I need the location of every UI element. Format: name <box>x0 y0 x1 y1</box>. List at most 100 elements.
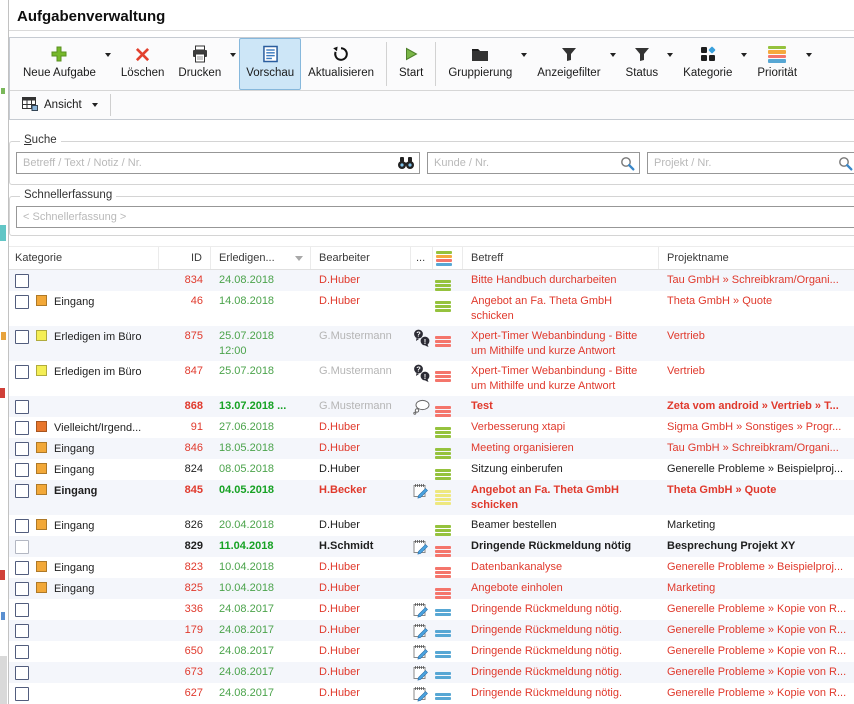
chevron-down-icon[interactable] <box>610 53 616 57</box>
table-header: Kategorie ID Erledigen... Bearbeiter ...… <box>9 246 854 270</box>
column-header-erledigen[interactable]: Erledigen... <box>211 247 311 269</box>
cell-projektname: Generelle Probleme » Kopie von R... <box>659 662 854 683</box>
table-row[interactable]: 83424.08.2018D.HuberBitte Handbuch durch… <box>9 270 854 291</box>
table-row[interactable]: Eingang82310.04.2018D.HuberDatenbankanal… <box>9 557 854 578</box>
binoculars-icon[interactable] <box>397 156 415 175</box>
cell-notiz <box>411 480 433 515</box>
status-button[interactable]: Status <box>619 38 666 90</box>
search-input-betreff[interactable] <box>16 152 420 174</box>
anzeigefilter-button[interactable]: Anzeigefilter <box>530 38 607 90</box>
row-checkbox[interactable] <box>15 666 29 680</box>
row-checkbox[interactable] <box>15 421 29 435</box>
column-header-kategorie[interactable]: Kategorie <box>9 247 159 269</box>
note-pencil-icon[interactable] <box>413 693 429 704</box>
row-checkbox[interactable] <box>15 561 29 575</box>
ansicht-button[interactable]: Ansicht <box>16 94 104 117</box>
cell-erledigen: 24.08.2017 <box>211 683 311 704</box>
vorschau-button[interactable]: Vorschau <box>239 38 301 90</box>
column-header-betreff[interactable]: Betreff <box>463 247 659 269</box>
cell-bearbeiter: D.Huber <box>311 599 411 620</box>
loeschen-button[interactable]: Löschen <box>114 38 171 90</box>
date-line: 24.08.2017 <box>219 686 305 701</box>
table-row[interactable]: 67324.08.2017D.HuberDringende Rückmeldun… <box>9 662 854 683</box>
magnifier-icon[interactable] <box>620 156 635 176</box>
table-row[interactable]: Eingang84504.05.2018H.BeckerAngebot an F… <box>9 480 854 515</box>
table-row[interactable]: Eingang82620.04.2018D.HuberBeamer bestel… <box>9 515 854 536</box>
kategorie-button[interactable]: Kategorie <box>676 38 739 90</box>
note-pencil-icon[interactable] <box>413 490 429 502</box>
table-row[interactable]: 65024.08.2017D.HuberDringende Rückmeldun… <box>9 641 854 662</box>
table-row[interactable]: Eingang4614.08.2018D.HuberAngebot an Fa.… <box>9 291 854 326</box>
neue-aufgabe-button[interactable]: Neue Aufgabe <box>16 38 103 90</box>
row-checkbox[interactable] <box>15 645 29 659</box>
note-pencil-icon[interactable] <box>413 651 429 662</box>
cell-erledigen: 13.07.2018 ... <box>211 396 311 417</box>
note-pencil-icon[interactable] <box>413 672 429 683</box>
priority-bar <box>435 609 451 612</box>
chevron-down-icon[interactable] <box>521 53 527 57</box>
chevron-down-icon[interactable] <box>92 103 98 107</box>
row-checkbox[interactable] <box>15 603 29 617</box>
note-pencil-icon[interactable] <box>413 630 429 641</box>
background-window-artifact <box>1 88 5 94</box>
chevron-down-icon[interactable] <box>105 53 111 57</box>
note-pencil-icon[interactable] <box>413 609 429 620</box>
search-input-kunde[interactable] <box>427 152 640 174</box>
prioritaet-button[interactable]: Priorität <box>750 38 804 90</box>
chevron-down-icon[interactable] <box>741 53 747 57</box>
priority-bar <box>435 630 451 633</box>
row-checkbox[interactable] <box>15 540 29 554</box>
table-row[interactable]: Vielleicht/Irgend...9127.06.2018D.HuberV… <box>9 417 854 438</box>
table-row[interactable]: Eingang84618.05.2018D.HuberMeeting organ… <box>9 438 854 459</box>
svg-text:?: ? <box>416 330 421 339</box>
row-checkbox[interactable] <box>15 687 29 701</box>
search-field-kunde <box>427 152 640 174</box>
gruppierung-button[interactable]: Gruppierung <box>441 38 519 90</box>
column-header-id[interactable]: ID <box>159 247 211 269</box>
thought-bubble-icon[interactable] <box>413 406 430 417</box>
row-checkbox[interactable] <box>15 624 29 638</box>
table-row[interactable]: 33624.08.2017D.HuberDringende Rückmeldun… <box>9 599 854 620</box>
table-row[interactable]: 17924.08.2017D.HuberDringende Rückmeldun… <box>9 620 854 641</box>
cell-kategorie <box>9 396 159 417</box>
drucken-button[interactable]: Drucken <box>171 38 228 90</box>
question-exclamation-icon[interactable]: ?! <box>413 373 431 385</box>
cell-kategorie <box>9 536 159 557</box>
category-label: Eingang <box>54 519 94 534</box>
table-row[interactable]: 82911.04.2018H.SchmidtDringende Rückmeld… <box>9 536 854 557</box>
question-exclamation-icon[interactable]: ?! <box>413 338 431 350</box>
row-checkbox[interactable] <box>15 519 29 533</box>
priority-bar <box>435 410 451 413</box>
table-row[interactable]: 86813.07.2018 ...G.MustermannTestZeta vo… <box>9 396 854 417</box>
table-row[interactable]: Eingang82510.04.2018D.HuberAngebote einh… <box>9 578 854 599</box>
table-row[interactable]: Eingang82408.05.2018D.HuberSitzung einbe… <box>9 459 854 480</box>
cell-projektname: Theta GmbH » Quote <box>659 480 854 515</box>
table-row[interactable]: 62724.08.2017D.HuberDringende Rückmeldun… <box>9 683 854 704</box>
aktualisieren-button[interactable]: Aktualisieren <box>301 38 381 90</box>
column-header-bearbeiter[interactable]: Bearbeiter <box>311 247 411 269</box>
cell-projektname: Generelle Probleme » Kopie von R... <box>659 641 854 662</box>
chevron-down-icon[interactable] <box>230 53 236 57</box>
row-checkbox[interactable] <box>15 484 29 498</box>
row-checkbox[interactable] <box>15 582 29 596</box>
row-checkbox[interactable] <box>15 330 29 344</box>
row-checkbox[interactable] <box>15 274 29 288</box>
column-header-prioritaet[interactable] <box>433 247 463 269</box>
search-input-projekt[interactable] <box>647 152 854 174</box>
chevron-down-icon[interactable] <box>806 53 812 57</box>
column-header-projektname[interactable]: Projektname <box>659 247 854 269</box>
row-checkbox[interactable] <box>15 295 29 309</box>
start-button[interactable]: Start <box>392 38 430 90</box>
note-pencil-icon[interactable] <box>413 546 429 557</box>
priority-bar <box>435 651 451 654</box>
magnifier-icon[interactable] <box>838 156 853 176</box>
row-checkbox[interactable] <box>15 463 29 477</box>
chevron-down-icon[interactable] <box>667 53 673 57</box>
row-checkbox[interactable] <box>15 400 29 414</box>
row-checkbox[interactable] <box>15 442 29 456</box>
table-row[interactable]: Erledigen im Büro84725.07.2018G.Musterma… <box>9 361 854 396</box>
column-header-notiz[interactable]: ... <box>411 247 433 269</box>
table-row[interactable]: Erledigen im Büro87525.07.201812:00G.Mus… <box>9 326 854 361</box>
quick-entry-input[interactable] <box>16 206 854 228</box>
row-checkbox[interactable] <box>15 365 29 379</box>
